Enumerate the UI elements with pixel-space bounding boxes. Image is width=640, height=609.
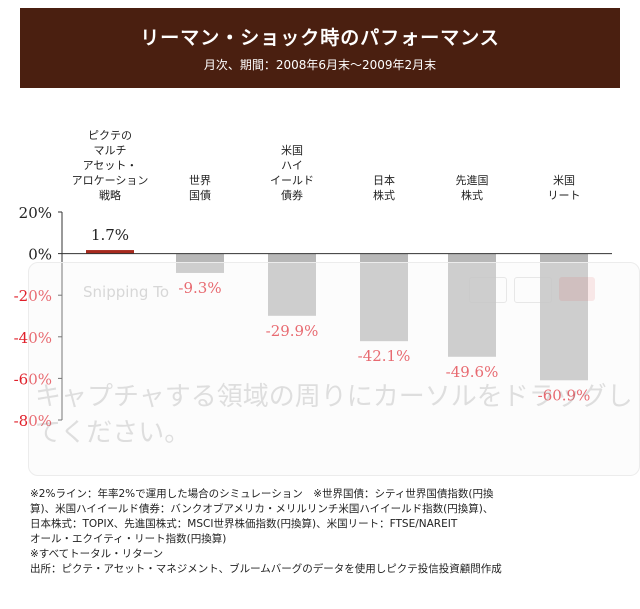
y-tick-label: -80%: [14, 412, 52, 430]
chart-subtitle: 月次、期間：2008年6月末～2009年2月末: [203, 58, 437, 72]
x-tick-label: ピクテの マルチ アセット・ アロケーション 戦略: [71, 129, 149, 202]
y-tick-label: -60%: [14, 370, 52, 388]
x-tick-label: 米国 ハイ イールド 債券: [270, 144, 314, 202]
footnote-line: ※すべてトータル・リターン: [30, 548, 164, 560]
footnote-line: オール・エクイティ・リート指数(円換算): [30, 533, 227, 545]
y-tick-label: 0%: [28, 246, 52, 264]
x-tick-label: 米国 リート: [547, 174, 581, 202]
y-tick-label: 20%: [19, 204, 52, 222]
data-label: -42.1%: [358, 347, 411, 365]
data-label: -60.9%: [538, 386, 591, 404]
bar: [540, 253, 588, 381]
bar: [448, 253, 496, 357]
footnotes: ※2%ライン：年率2%で運用した場合のシミュレーション ※世界国債：シティ世界国…: [30, 487, 630, 577]
footnote-line: 日本株式：TOPIX、先進国株式：MSCI世界株価指数(円換算)、米国リート：F…: [30, 518, 458, 530]
data-label: -29.9%: [266, 322, 319, 340]
y-tick-label: -20%: [14, 287, 52, 305]
footnote-line: ※2%ライン：年率2%で運用した場合のシミュレーション ※世界国債：シティ世界国…: [30, 488, 494, 500]
data-label: -49.6%: [446, 363, 499, 381]
x-tick-label: 先進国 株式: [455, 174, 489, 202]
bar: [176, 253, 224, 273]
title-banner: リーマン・ショック時のパフォーマンス 月次、期間：2008年6月末～2009年2…: [20, 8, 620, 88]
bar: [86, 250, 134, 254]
data-label: -9.3%: [178, 279, 221, 297]
footnote-line: 算)、米国ハイイールド債券：バンクオブアメリカ・メリルリンチ米国ハイイールド指数…: [30, 503, 494, 515]
x-tick-label: 世界 国債: [189, 174, 211, 202]
bar: [268, 253, 316, 316]
chart-title: リーマン・ショック時のパフォーマンス: [140, 27, 500, 49]
x-tick-label: 日本 株式: [373, 174, 395, 202]
y-tick-label: -40%: [14, 329, 52, 347]
footnote-line: 出所：ピクテ・アセット・マネジメント、ブルームバーグのデータを使用しピクテ投信投…: [30, 563, 502, 575]
bar: [360, 253, 408, 342]
data-label: 1.7%: [91, 226, 129, 244]
bar-chart: 20% 0% -20% -40% -60% -80% 1.7% -9.3% -29.9% -42.…: [14, 204, 612, 430]
